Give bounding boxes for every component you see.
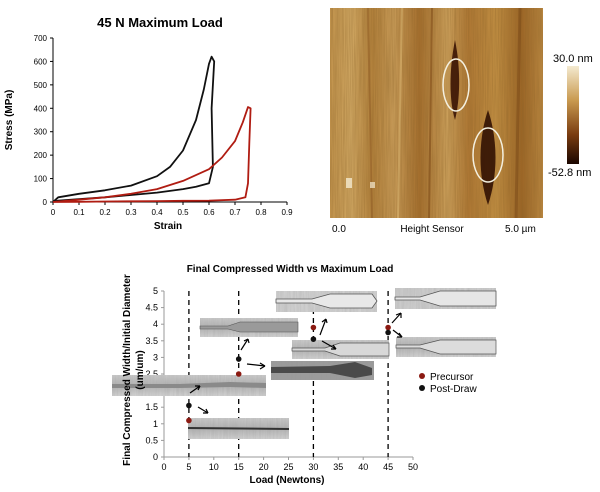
afm-axis-start: 0.0: [332, 224, 346, 235]
bottom-x-tick-label: 5: [186, 462, 191, 472]
bottom-x-tick-label: 30: [308, 462, 318, 472]
fiber-image-45n-post: [395, 337, 497, 357]
point-post-draw: [235, 356, 242, 362]
fiber-micrographs: [112, 288, 497, 439]
top-x-tick-label: 0.6: [203, 208, 215, 217]
top-y-tick-label: 500: [34, 81, 48, 90]
top-chart-title: 45 N Maximum Load: [97, 15, 223, 30]
bottom-chart-ylabel-line2: (um/um): [135, 350, 146, 389]
top-x-tick-label: 0: [51, 208, 56, 217]
top-y-tick-label: 400: [34, 104, 48, 113]
top-x-tick-label: 0.2: [99, 208, 111, 217]
bottom-chart-legend: Precursor Post-Draw: [419, 372, 477, 395]
afm-axis-end: 5.0 µm: [505, 224, 536, 235]
top-chart-x-ticks: 0 0.1 0.2 0.3 0.4 0.5 0.6 0.7 0.8 0.9: [51, 202, 293, 217]
top-chart-ylabel: Stress (MPa): [4, 90, 15, 151]
fiber-image-15n-precursor: [271, 361, 374, 380]
top-chart-xlabel: Strain: [154, 221, 182, 232]
width-vs-load-chart: Final Compressed Width vs Maximum Load 0…: [112, 264, 497, 486]
top-x-tick-label: 0.4: [151, 208, 163, 217]
afm-scale-min: -52.8 nm: [548, 167, 591, 179]
top-x-tick-label: 0.1: [73, 208, 85, 217]
point-precursor: [385, 324, 391, 331]
bottom-y-tick-label: 2.5: [145, 369, 158, 379]
bottom-y-tick-label: 0.5: [145, 435, 158, 445]
afm-highlight-ellipse-upper: [442, 58, 470, 112]
afm-texture: [330, 8, 543, 218]
bottom-x-tick-label: 20: [259, 462, 269, 472]
bottom-y-tick-label: 1: [153, 419, 158, 429]
bottom-x-tick-label: 25: [283, 462, 293, 472]
bottom-x-tick-label: 10: [209, 462, 219, 472]
legend-label-precursor: Precursor: [430, 372, 474, 383]
afm-image-panel: 30.0 nm -52.8 nm 0.0 Height Sensor 5.0 µ…: [330, 7, 593, 235]
legend-marker-post-draw: [419, 385, 425, 391]
afm-colorbar: [567, 66, 579, 164]
legend-label-post-draw: Post-Draw: [430, 384, 477, 395]
stress-strain-curve-1: [52, 106, 252, 203]
fiber-image-15n-post: [199, 318, 299, 337]
bottom-y-tick-label: 0: [153, 452, 158, 462]
top-chart-curves: [52, 55, 252, 203]
fiber-image-5n-post: [112, 375, 266, 396]
bottom-chart-ylabel-line1: Final Compressed Width/Initial Diameter: [122, 274, 133, 466]
afm-highlight-ellipse-lower: [472, 127, 504, 183]
top-y-tick-label: 200: [34, 151, 48, 160]
point-post-draw: [310, 336, 317, 342]
bottom-x-tick-label: 45: [383, 462, 393, 472]
afm-scale-max: 30.0 nm: [553, 53, 593, 65]
fiber-image-30n-precursor: [275, 291, 378, 312]
top-y-tick-label: 300: [34, 128, 48, 137]
bottom-chart-arrows: [189, 312, 403, 414]
bottom-chart-y-ticks: 00.511.522.533.544.55: [145, 286, 164, 462]
top-y-tick-label: 0: [43, 198, 48, 207]
bottom-x-tick-label: 50: [408, 462, 418, 472]
top-y-tick-label: 700: [34, 34, 48, 43]
bottom-y-tick-label: 5: [153, 286, 158, 296]
top-x-tick-label: 0.7: [229, 208, 241, 217]
fiber-image-30n-post: [291, 340, 390, 359]
fiber-image-45n-precursor: [394, 288, 497, 309]
bottom-y-tick-label: 3: [153, 352, 158, 362]
legend-marker-precursor: [419, 373, 425, 379]
bottom-x-tick-label: 15: [234, 462, 244, 472]
afm-axis-title: Height Sensor: [400, 224, 464, 235]
top-x-tick-label: 0.8: [255, 208, 267, 217]
bottom-chart-points: [186, 324, 391, 424]
point-post-draw: [385, 329, 391, 336]
bottom-chart-title: Final Compressed Width vs Maximum Load: [187, 264, 394, 275]
top-x-tick-label: 0.5: [177, 208, 189, 217]
fiber-image-5n-precursor: [187, 418, 290, 439]
stress-strain-chart: 45 N Maximum Load 0 100 200 300 400 500 600 700…: [4, 15, 293, 232]
top-y-tick-label: 100: [34, 175, 48, 184]
bottom-y-tick-label: 1.5: [145, 402, 158, 412]
point-post-draw: [186, 402, 192, 409]
bottom-x-tick-label: 0: [161, 462, 166, 472]
bottom-chart-x-ticks: 0 5 10 15 20 25 30 35 40 45 50: [161, 457, 418, 472]
bottom-x-tick-label: 40: [358, 462, 368, 472]
point-precursor: [235, 371, 242, 377]
bottom-x-tick-label: 35: [333, 462, 343, 472]
bottom-y-tick-label: 3.5: [145, 336, 158, 346]
top-y-tick-label: 600: [34, 57, 48, 66]
bottom-y-tick-label: 4: [153, 319, 158, 329]
stress-strain-curve-0: [52, 55, 216, 203]
top-x-tick-label: 0.9: [281, 208, 293, 217]
point-precursor: [186, 417, 192, 424]
bottom-y-tick-label: 4.5: [145, 303, 158, 313]
bottom-chart-xlabel: Load (Newtons): [250, 475, 325, 486]
point-precursor: [310, 324, 317, 331]
top-chart-y-ticks: 0 100 200 300 400 500 600 700: [34, 34, 53, 207]
top-x-tick-label: 0.3: [125, 208, 137, 217]
